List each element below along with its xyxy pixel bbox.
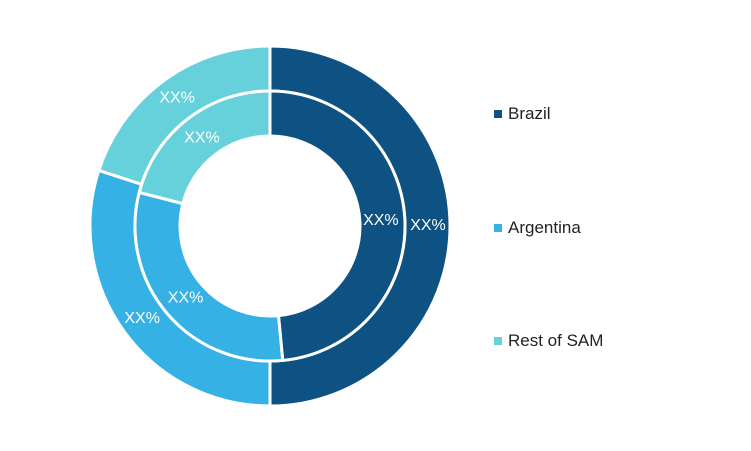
legend-item-brazil: Brazil bbox=[494, 104, 551, 124]
legend-item-argentina: Argentina bbox=[494, 218, 581, 238]
outer-label-rest-of-sam: XX% bbox=[159, 89, 195, 106]
legend-label-brazil: Brazil bbox=[508, 104, 551, 123]
legend-swatch-brazil bbox=[494, 110, 502, 118]
inner-label-brazil: XX% bbox=[363, 212, 399, 229]
inner-slice-argentina bbox=[133, 190, 285, 363]
inner-label-rest-of-sam: XX% bbox=[184, 130, 220, 147]
outer-label-argentina: XX% bbox=[124, 310, 160, 327]
legend-label-argentina: Argentina bbox=[508, 218, 581, 237]
legend-swatch-argentina bbox=[494, 224, 502, 232]
inner-slice-brazil bbox=[268, 89, 407, 363]
legend-swatch-rest-of-sam bbox=[494, 337, 502, 345]
legend-label-rest-of-sam: Rest of SAM bbox=[508, 331, 604, 350]
inner-slice-rest-of-sam bbox=[137, 89, 272, 206]
inner-label-argentina: XX% bbox=[168, 289, 204, 306]
chart-legend: Brazil Argentina Rest of SAM bbox=[494, 0, 734, 451]
outer-label-brazil: XX% bbox=[410, 217, 446, 234]
legend-item-rest-of-sam: Rest of SAM bbox=[494, 331, 603, 351]
